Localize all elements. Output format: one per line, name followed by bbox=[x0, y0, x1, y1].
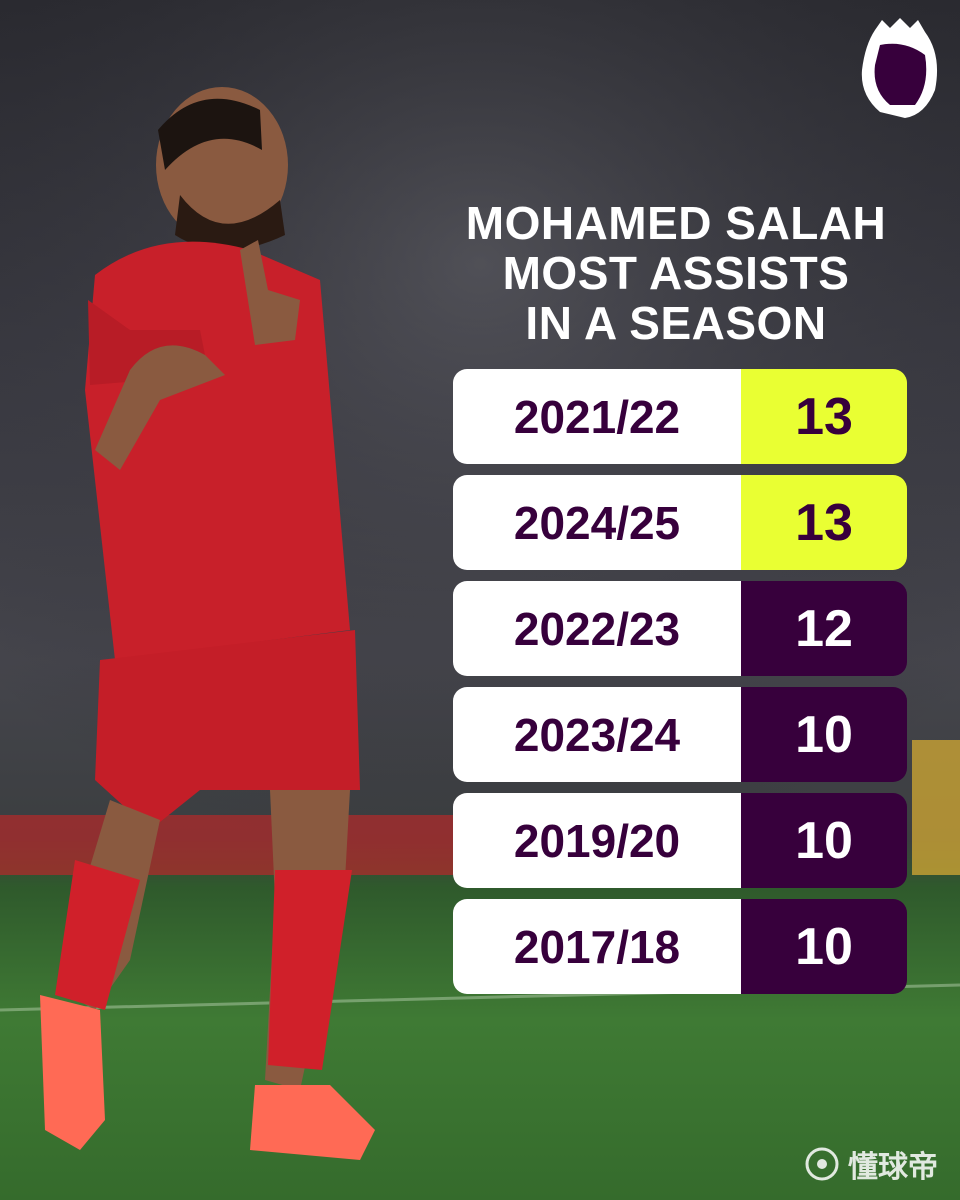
assists-cell: 10 bbox=[741, 899, 907, 994]
watermark-text: 懂球帝 bbox=[848, 1151, 938, 1184]
season-cell: 2022/23 bbox=[453, 581, 741, 676]
season-cell: 2017/18 bbox=[453, 899, 741, 994]
title-line: MOST ASSISTS bbox=[502, 247, 850, 299]
table-row: 2021/22 13 bbox=[453, 369, 907, 464]
season-cell: 2021/22 bbox=[453, 369, 741, 464]
table-row: 2023/24 10 bbox=[453, 687, 907, 782]
season-cell: 2019/20 bbox=[453, 793, 741, 888]
watermark: 懂球帝 bbox=[804, 1142, 938, 1186]
table-row: 2024/25 13 bbox=[453, 475, 907, 570]
assists-cell: 10 bbox=[741, 687, 907, 782]
season-cell: 2023/24 bbox=[453, 687, 741, 782]
watermark-icon bbox=[805, 1147, 839, 1181]
assists-cell: 13 bbox=[741, 475, 907, 570]
league-crest bbox=[861, 18, 938, 118]
table-row: 2019/20 10 bbox=[453, 793, 907, 888]
assists-cell: 13 bbox=[741, 369, 907, 464]
table-row: 2022/23 12 bbox=[453, 581, 907, 676]
assists-cell: 12 bbox=[741, 581, 907, 676]
season-cell: 2024/25 bbox=[453, 475, 741, 570]
player bbox=[40, 87, 375, 1160]
title-line: MOHAMED SALAH bbox=[465, 197, 887, 249]
table-row: 2017/18 10 bbox=[453, 899, 907, 994]
title-line: IN A SEASON bbox=[525, 297, 827, 349]
assists-cell: 10 bbox=[741, 793, 907, 888]
